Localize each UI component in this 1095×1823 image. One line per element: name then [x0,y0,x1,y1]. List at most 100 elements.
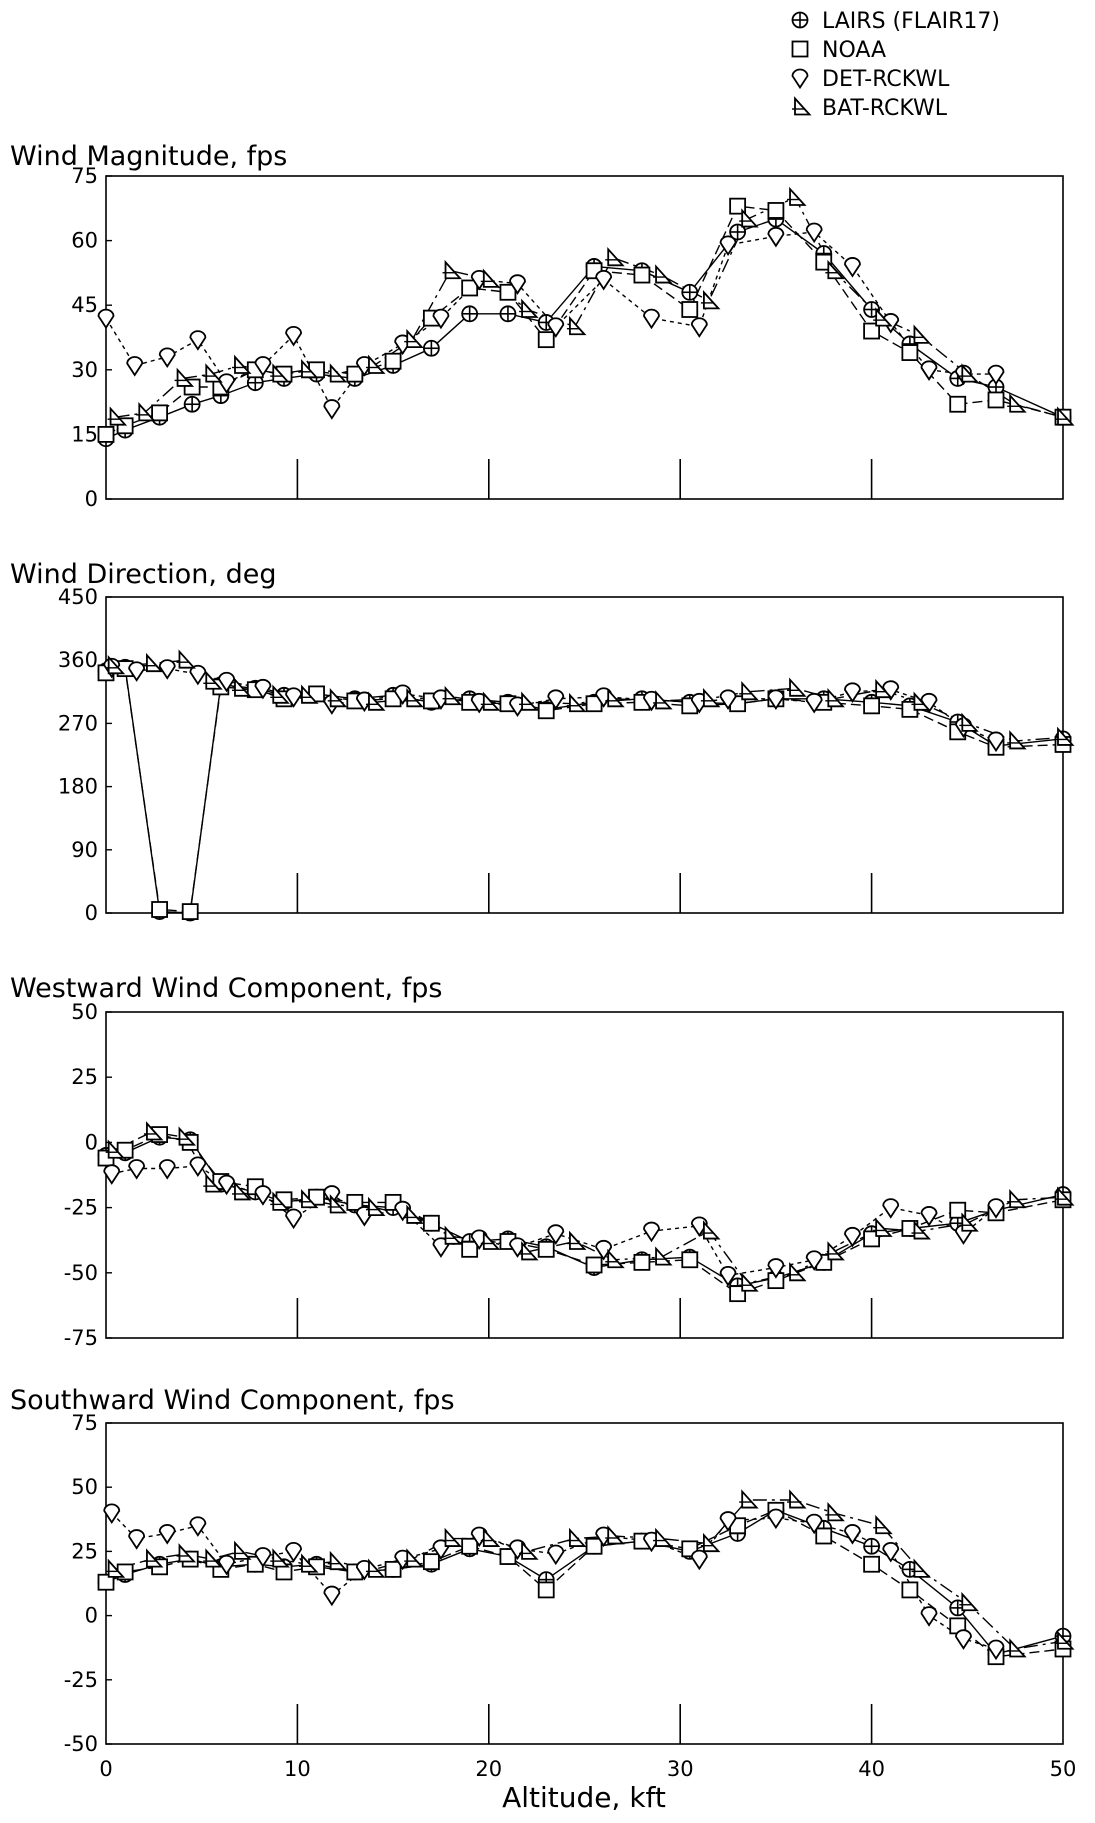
data-point [566,692,587,713]
data-point [327,687,348,708]
y-tick-label: 45 [71,293,98,317]
y-tick-label: 0 [85,1604,98,1628]
data-point [203,1548,223,1568]
data-point [911,1558,931,1578]
data-point [873,1217,893,1237]
data-point [987,1639,1005,1661]
legend-item-det-rckwl: DET-RCKWL [791,67,950,92]
data-point [566,315,587,336]
data-point [547,1224,565,1245]
data-point [959,1212,979,1232]
data-point [231,1540,252,1560]
square-icon [791,40,809,58]
data-point [499,305,517,323]
data-point [585,1256,603,1274]
y-tick-label: 0 [85,1130,98,1154]
data-point [787,1489,807,1509]
data-point [151,901,168,918]
data-point [767,689,785,710]
data-point [537,1240,555,1258]
data-point [308,1188,325,1206]
data-point [653,264,673,284]
data-point [547,1544,565,1566]
data-point [537,1581,555,1599]
data-point [270,1548,290,1568]
data-point [442,1225,463,1245]
y-tick-label: -25 [64,1668,98,1692]
data-point [323,1185,341,1206]
data-point [873,1514,893,1535]
data-point [920,1606,938,1627]
y-tick-label: 0 [85,901,98,925]
data-point [97,308,115,330]
data-point [844,1524,861,1545]
data-point [158,659,176,680]
data-point [700,687,721,708]
data-point [480,1527,501,1547]
data-point [537,331,555,349]
data-point [231,354,252,374]
data-point [863,322,880,340]
data-point [285,326,302,347]
data-point [254,1547,272,1568]
data-point [176,1543,197,1563]
data-point [1055,1630,1075,1650]
data-point [270,363,290,383]
panel-title: Southward Wind Component, fps [10,1385,455,1416]
data-point [882,680,900,701]
data-point [254,678,272,700]
data-point [203,363,223,383]
panel-title: Wind Direction, deg [10,559,276,590]
data-point [461,1537,479,1555]
data-point [519,298,539,318]
legend-label: NOAA [822,38,886,63]
data-point [739,1272,759,1292]
data-point [719,689,737,710]
series-line-lairs-flair17 [105,1136,1064,1287]
series-markers-bat-rckwl [105,1121,1075,1292]
data-point [218,1554,235,1576]
data-point [700,290,721,310]
data-point [681,301,699,318]
data-point [365,691,386,711]
y-tick-label: 90 [71,838,98,862]
plot-frame [105,596,1064,914]
data-point [805,222,823,244]
data-point [767,202,785,219]
y-tick-label: 50 [71,1000,98,1024]
data-point [107,406,128,426]
data-point [105,1558,126,1578]
plot-frame [105,1422,1064,1745]
data-point [158,1524,176,1545]
data-point [116,1141,134,1159]
data-point [105,1139,126,1159]
data-point [987,731,1005,753]
series-markers-noaa [97,1501,1072,1666]
data-point [987,364,1005,386]
legend-label: LAIRS (FLAIR17) [822,9,1000,34]
data-point [1055,1186,1075,1206]
data-point [203,670,223,690]
legend-label: BAT-RCKWL [822,96,948,121]
data-point [825,1502,845,1522]
data-point [346,1193,364,1211]
panel-title: Wind Magnitude, fps [10,141,287,172]
data-point [181,903,199,920]
data-point [959,1591,979,1612]
y-tick-label: 75 [71,1411,98,1435]
data-point [882,1542,900,1563]
data-point [653,1527,673,1547]
y-tick-label: 15 [71,422,98,446]
data-point [767,1508,785,1530]
data-point [605,1525,625,1545]
data-point [873,307,893,327]
data-point [844,257,861,278]
x-tick-label: 40 [858,1757,885,1781]
data-point [128,661,146,682]
data-point [298,358,319,379]
data-point [805,1250,823,1271]
data-point [605,687,625,708]
y-tick-label: 30 [71,358,98,382]
data-point [633,1253,651,1271]
data-point [143,1548,164,1568]
